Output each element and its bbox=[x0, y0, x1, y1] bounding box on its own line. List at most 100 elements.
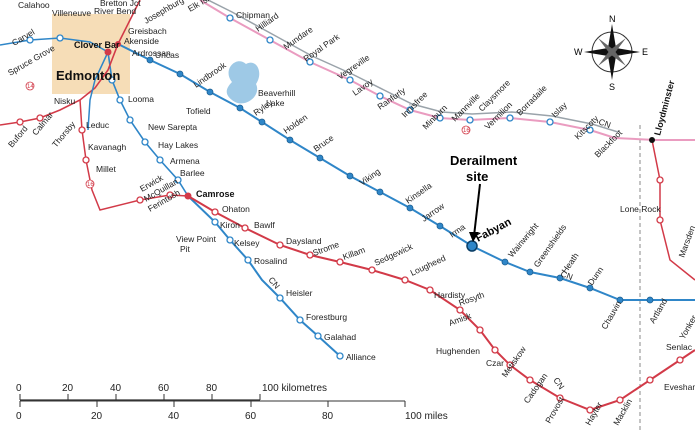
red-station-markers bbox=[16, 114, 684, 414]
station-label: Hardisty bbox=[434, 290, 466, 300]
derailment-title-line2: site bbox=[466, 169, 488, 184]
station-label: Dunn bbox=[585, 265, 605, 288]
station-label: Kavanagh bbox=[88, 142, 127, 152]
derailment-arrow bbox=[473, 183, 481, 237]
station-label: Chipman bbox=[236, 10, 270, 20]
place-label: Bretton Jct bbox=[100, 0, 141, 8]
scale-mi-0: 0 bbox=[16, 411, 22, 422]
station-label: Vegreville bbox=[335, 52, 371, 81]
station-label: Islay bbox=[549, 99, 569, 119]
station-label: Leduc bbox=[86, 120, 110, 130]
place-label: Lone Rock bbox=[620, 204, 661, 214]
red-railway-line bbox=[187, 195, 695, 412]
scale-mi-60: 60 bbox=[245, 411, 257, 422]
scale-mi-100: 100 miles bbox=[405, 411, 448, 422]
station-label: Viking bbox=[357, 166, 382, 188]
station-label: Provost bbox=[543, 394, 566, 425]
station-label: Heisler bbox=[286, 288, 313, 298]
edmonton-urban-area bbox=[52, 14, 130, 94]
scale-km-60: 60 bbox=[158, 383, 170, 394]
station-label: New Sarepta bbox=[148, 122, 197, 132]
station-label: Buford bbox=[6, 123, 30, 149]
station-label: Hughenden bbox=[436, 346, 480, 356]
cn-lower-label: CN bbox=[266, 275, 282, 291]
station-label: Millet bbox=[96, 164, 116, 174]
station-label: Lougheed bbox=[409, 253, 448, 278]
compass-rose: N S E W bbox=[574, 14, 648, 92]
cn-upper-label: CN bbox=[597, 116, 612, 130]
derailment-title-line1: Derailment bbox=[450, 153, 518, 168]
cp-label: CN bbox=[551, 375, 566, 391]
place-label: Calahoo bbox=[18, 0, 50, 10]
place-label: Marsden bbox=[676, 224, 695, 259]
station-label: Pit bbox=[180, 244, 191, 254]
compass-east: E bbox=[642, 47, 648, 57]
place-label: Villeneuve bbox=[52, 8, 91, 18]
red-leduc-line bbox=[79, 99, 189, 211]
scale-km-80: 80 bbox=[206, 383, 218, 394]
station-label: Tofield bbox=[186, 106, 211, 116]
place-label: River Bend bbox=[94, 6, 136, 16]
derailment-marker bbox=[466, 240, 478, 252]
camrose-marker bbox=[184, 192, 192, 200]
station-label: Yonker bbox=[677, 313, 695, 341]
station-label: Evesham bbox=[664, 382, 695, 392]
station-label: Calmar bbox=[30, 110, 55, 138]
blue-southern-railway-line bbox=[187, 195, 341, 357]
place-label: Spruce Grove bbox=[6, 43, 57, 78]
lower-blue-station-labels: Kiron Kelsey Rosalind Heisler Forestburg… bbox=[220, 220, 376, 362]
station-label: Kiron bbox=[220, 220, 240, 230]
station-label: Sedgewick bbox=[373, 241, 415, 268]
station-label: Jarrow bbox=[419, 200, 446, 223]
station-label: Mundare bbox=[281, 24, 314, 52]
station-label: Armena bbox=[170, 156, 200, 166]
compass-west: W bbox=[574, 47, 583, 57]
clover-bar-label: Clover Bar bbox=[74, 40, 120, 50]
fabyan-label: Fabyan bbox=[474, 216, 514, 245]
station-label: Forestburg bbox=[306, 312, 347, 322]
station-label: Senlac bbox=[666, 342, 693, 352]
station-label: Thorsby bbox=[50, 119, 78, 150]
place-label: Greisbach bbox=[128, 26, 167, 36]
scale-mi-20: 20 bbox=[91, 411, 103, 422]
lake-label-line2: Lake bbox=[266, 98, 285, 108]
highway-number: 16 bbox=[463, 128, 470, 134]
blue-main-railway-line bbox=[117, 43, 695, 301]
scale-km-0: 0 bbox=[16, 383, 22, 394]
station-label: Barlee bbox=[180, 168, 205, 178]
scale-mi-80: 80 bbox=[322, 411, 334, 422]
edmonton-marker bbox=[104, 48, 112, 56]
station-label: Kelsey bbox=[234, 238, 260, 248]
scale-km-100: 100 kilometres bbox=[262, 383, 327, 394]
place-label: Ardrossan bbox=[132, 48, 171, 58]
station-label: Bruce bbox=[311, 133, 335, 154]
compass-south: S bbox=[609, 82, 615, 92]
station-label: Uncas bbox=[155, 50, 179, 60]
place-label: Carvel bbox=[10, 27, 36, 48]
clover-bar-marker bbox=[115, 41, 121, 47]
station-label: View Point bbox=[176, 234, 217, 244]
station-label: Daysland bbox=[286, 236, 322, 246]
lake-label-line1: Beaverhill bbox=[258, 88, 295, 98]
scale-km-40: 40 bbox=[110, 383, 122, 394]
compass-north: N bbox=[609, 14, 616, 24]
station-label: Heath bbox=[559, 251, 580, 276]
camrose-label: Camrose bbox=[196, 189, 235, 199]
station-label: Rosalind bbox=[254, 256, 287, 266]
red-west-line bbox=[0, 0, 141, 126]
scale-km-20: 20 bbox=[62, 383, 74, 394]
station-label: Hayter bbox=[583, 400, 604, 427]
lloydminster-label: Lloydminster bbox=[652, 79, 676, 137]
station-label: Galahad bbox=[324, 332, 356, 342]
highway-number: 16 bbox=[87, 182, 94, 188]
station-label: Alliance bbox=[346, 352, 376, 362]
derailment-arrowhead bbox=[469, 232, 479, 242]
station-label: Bawlf bbox=[254, 220, 275, 230]
beaverhill-lake bbox=[226, 61, 260, 104]
blue-southwest-line bbox=[87, 51, 109, 131]
upper-grey-line bbox=[206, 0, 619, 133]
cn-right-label: CN bbox=[559, 268, 574, 282]
station-label: Czar bbox=[486, 358, 504, 368]
edmonton-label: Edmonton bbox=[56, 68, 120, 83]
